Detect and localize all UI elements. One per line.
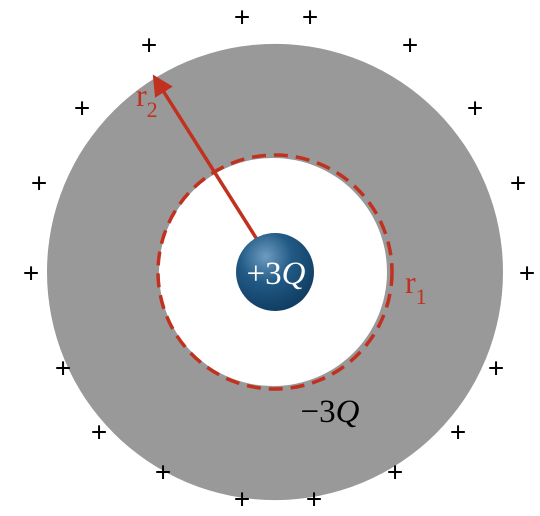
outer-plus-charge: +	[55, 353, 71, 384]
outer-radius-subscript: 2	[147, 97, 158, 122]
outer-plus-charge: +	[23, 258, 39, 289]
outer-plus-charge: +	[91, 417, 107, 448]
outer-plus-charge: +	[31, 168, 47, 199]
outer-surface-charges: + + + + + + + + + + + + + + + + + +	[23, 2, 535, 515]
outer-plus-charge: +	[234, 2, 250, 33]
outer-plus-charge: +	[402, 30, 418, 61]
outer-plus-charge: +	[74, 93, 90, 124]
inner-induced-symbol: Q	[336, 394, 360, 430]
conducting-shell	[46, 43, 504, 501]
outer-plus-charge: +	[302, 2, 318, 33]
inner-radius-label: r1	[405, 264, 427, 309]
outer-plus-charge: +	[450, 417, 466, 448]
central-charge-label: +3Q	[247, 256, 306, 292]
outer-plus-charge: +	[141, 30, 157, 61]
inner-radius-subscript: 1	[416, 284, 427, 309]
outer-plus-charge: +	[387, 457, 403, 488]
outer-plus-charge: +	[234, 484, 250, 515]
central-charge-sign-number: +3	[247, 256, 282, 292]
central-charge-sphere	[236, 233, 314, 311]
outer-plus-charge: +	[306, 484, 322, 515]
outer-plus-charge: +	[155, 457, 171, 488]
outer-radius-arrow	[152, 74, 267, 253]
outer-plus-charge: +	[488, 353, 504, 384]
central-charge-symbol: Q	[282, 256, 306, 292]
outer-radius-label: r2	[136, 77, 158, 122]
inner-induced-charge-label: −3Q	[301, 394, 360, 430]
outer-radius-base: r	[136, 77, 147, 113]
outer-plus-charge: +	[510, 168, 526, 199]
inner-radius-circle	[156, 153, 394, 391]
inner-radius-base: r	[405, 264, 416, 300]
outer-plus-charge: +	[467, 93, 483, 124]
inner-induced-sign-number: −3	[301, 394, 336, 430]
outer-plus-charge: +	[519, 258, 535, 289]
